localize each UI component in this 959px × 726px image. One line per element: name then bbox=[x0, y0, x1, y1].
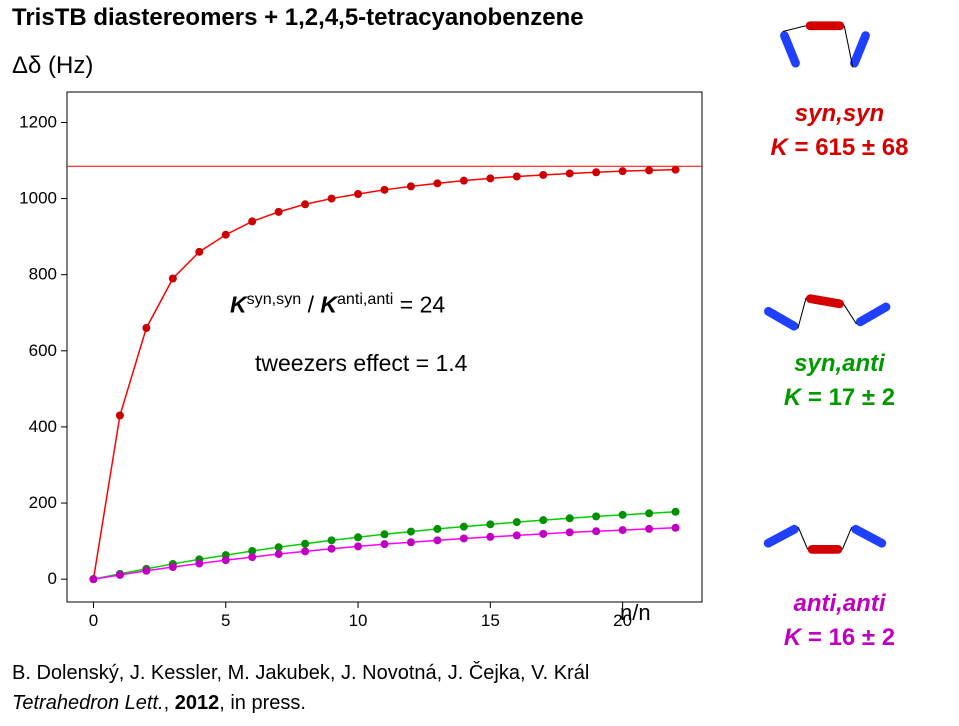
x-axis-label: n/n bbox=[620, 600, 651, 626]
synanti-k: K = 17 ± 2 bbox=[720, 384, 959, 412]
molecule-synsyn bbox=[735, 10, 915, 85]
svg-text:600: 600 bbox=[29, 341, 57, 360]
k-ratio-annotation: Ksyn,syn / Kanti,anti = 24 bbox=[230, 290, 445, 319]
page-title: TrisTB diastereomers + 1,2,4,5-tetracyan… bbox=[12, 4, 584, 32]
svg-text:5: 5 bbox=[221, 611, 230, 630]
svg-text:200: 200 bbox=[29, 493, 57, 512]
citation: B. Dolenský, J. Kessler, M. Jakubek, J. … bbox=[12, 658, 589, 718]
svg-text:1200: 1200 bbox=[19, 112, 57, 131]
synanti-label: syn,anti bbox=[720, 350, 959, 378]
molecule-synanti bbox=[735, 275, 915, 350]
molecule-antianti bbox=[735, 510, 915, 585]
y-axis-label: Δδ (Hz) bbox=[12, 52, 93, 80]
tweezers-annotation: tweezers effect = 1.4 bbox=[255, 350, 467, 377]
antianti-k: K = 16 ± 2 bbox=[720, 624, 959, 652]
citation-authors: B. Dolenský, J. Kessler, M. Jakubek, J. … bbox=[12, 662, 589, 684]
svg-text:10: 10 bbox=[349, 611, 368, 630]
antianti-label: anti,anti bbox=[720, 590, 959, 618]
svg-text:15: 15 bbox=[481, 611, 500, 630]
svg-text:0: 0 bbox=[48, 569, 57, 588]
svg-text:800: 800 bbox=[29, 265, 57, 284]
synsyn-label: syn,syn bbox=[720, 100, 959, 128]
svg-text:0: 0 bbox=[89, 611, 98, 630]
citation-journal: Tetrahedron Lett., 2012, in press. bbox=[12, 692, 306, 714]
side-panel: syn,syn K = 615 ± 68 syn,anti K = 17 ± 2… bbox=[720, 0, 959, 726]
svg-text:1000: 1000 bbox=[19, 189, 57, 208]
svg-text:400: 400 bbox=[29, 417, 57, 436]
synsyn-k: K = 615 ± 68 bbox=[720, 134, 959, 162]
